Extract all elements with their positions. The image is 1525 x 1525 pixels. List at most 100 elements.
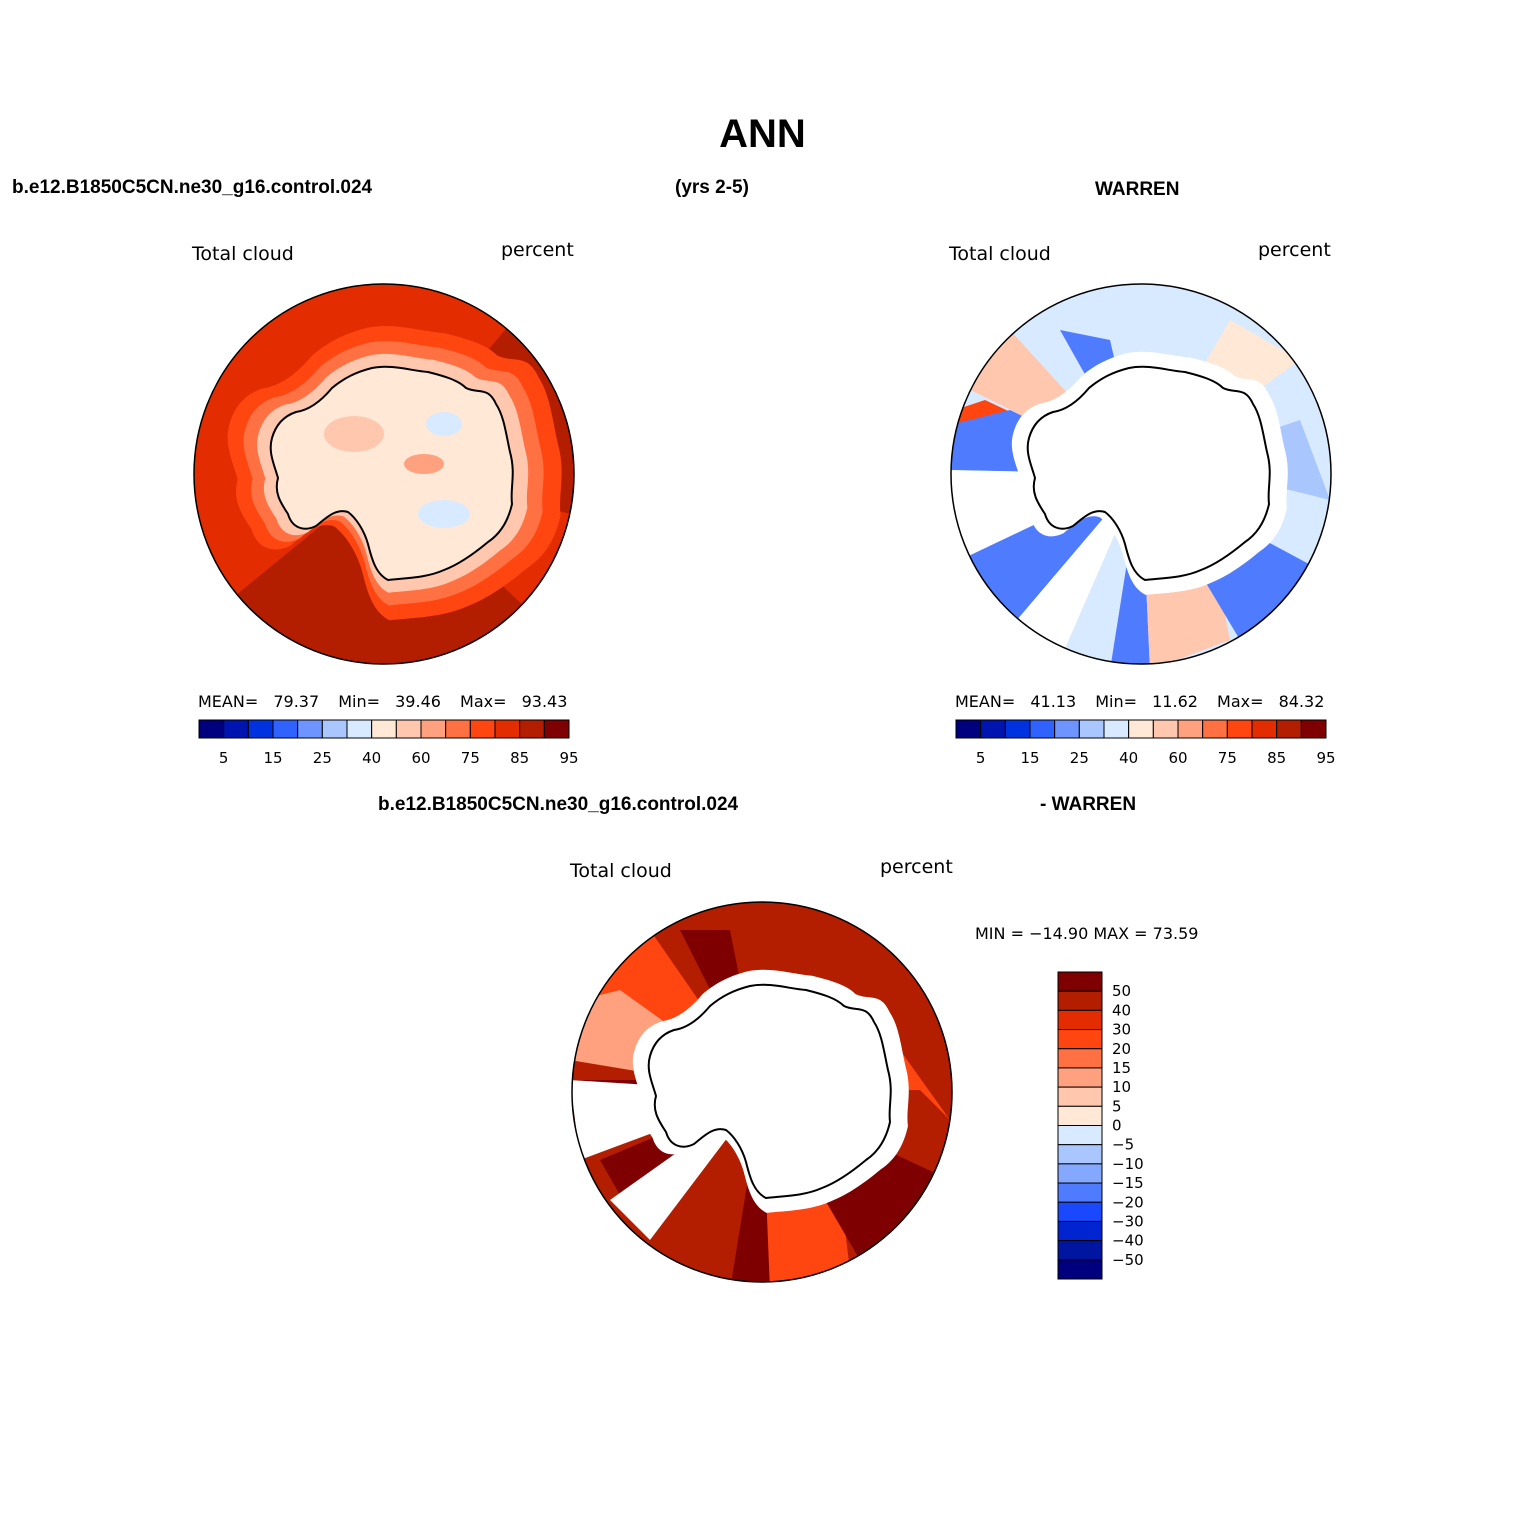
obs-stats: MEAN= 41.13 Min= 11.62 Max= 84.32 xyxy=(955,692,1324,711)
obs-max-value: 84.32 xyxy=(1278,692,1325,711)
diff-minmax: MIN = −14.90 MAX = 73.59 xyxy=(975,924,1199,943)
diff-colorbar-tick-label: −30 xyxy=(1112,1212,1144,1230)
model-colorbar-tick-label: 95 xyxy=(559,749,578,767)
model-colorbar-tick-label: 60 xyxy=(411,749,430,767)
obs-colorbar-box xyxy=(1078,719,1105,739)
diff-colorbar-tick-label: −10 xyxy=(1112,1155,1144,1173)
model-variable-label: Total cloud xyxy=(192,243,294,265)
diff-colorbar-tick-label: −20 xyxy=(1112,1193,1144,1211)
obs-mean-value: 41.13 xyxy=(1030,692,1077,711)
diff-colorbar-box xyxy=(1057,1105,1103,1126)
obs-colorbar-box xyxy=(1276,719,1302,739)
model-colorbar-box xyxy=(469,719,496,739)
obs-colorbar-box xyxy=(1029,719,1056,739)
model-max-label: Max= xyxy=(460,692,507,711)
model-min-label: Min= xyxy=(338,692,381,711)
diff-units-label: percent xyxy=(880,856,953,878)
model-colorbar-tick-label: 25 xyxy=(313,749,332,767)
years-header: (yrs 2-5) xyxy=(675,177,749,198)
model-stats: MEAN= 79.37 Min= 39.46 Max= 93.43 xyxy=(198,692,567,711)
diff-colorbar-tick-label: 0 xyxy=(1112,1117,1122,1135)
diff-colorbar-box xyxy=(1057,1048,1103,1069)
model-mean-label: MEAN= xyxy=(198,692,259,711)
obs-colorbar: 5 15 25 40 60 75 85 95 xyxy=(955,719,1336,767)
diff-colorbar-tick-label: 5 xyxy=(1112,1097,1122,1115)
model-min-value: 39.46 xyxy=(395,692,441,711)
model-colorbar-box xyxy=(272,719,299,739)
diff-colorbar-tick-label: 40 xyxy=(1112,1001,1131,1019)
model-colorbar-box xyxy=(420,719,447,739)
obs-colorbar-box xyxy=(1103,719,1130,739)
model-colorbar-box xyxy=(395,719,422,739)
diff-variable-label: Total cloud xyxy=(570,860,672,882)
obs-colorbar-box xyxy=(1177,719,1204,739)
model-colorbar: 5 15 25 40 60 75 85 95 xyxy=(198,719,579,767)
obs-map xyxy=(951,284,1331,664)
obs-colorbar-box xyxy=(1300,719,1327,739)
model-colorbar-tick-label: 85 xyxy=(510,749,529,767)
diff-colorbar-tick-label: −50 xyxy=(1112,1251,1144,1269)
obs-colorbar-box xyxy=(1054,719,1080,739)
diff-colorbar-tick-label: −40 xyxy=(1112,1232,1144,1250)
diff-colorbar-box xyxy=(1057,1240,1103,1261)
diff-case-header: b.e12.B1850C5CN.ne30_g16.control.024 xyxy=(378,794,739,815)
diff-colorbar-tick-label: 20 xyxy=(1112,1040,1131,1058)
obs-variable-label: Total cloud xyxy=(949,243,1051,265)
diff-colorbar-box xyxy=(1057,1220,1103,1242)
obs-colorbar-tick-label: 25 xyxy=(1070,749,1089,767)
model-colorbar-tick-label: 40 xyxy=(362,749,381,767)
obs-colorbar-box xyxy=(955,719,982,739)
diff-colorbar-box xyxy=(1057,1163,1103,1184)
obs-colorbar-box xyxy=(1152,719,1179,739)
model-colorbar-box xyxy=(297,719,323,739)
obs-colorbar-tick-label: 60 xyxy=(1168,749,1187,767)
diff-colorbar-box xyxy=(1057,1029,1103,1050)
obs-colorbar-tick-label: 85 xyxy=(1267,749,1286,767)
model-colorbar-box xyxy=(543,719,570,739)
diff-colorbar-tick-label: −15 xyxy=(1112,1174,1144,1192)
model-colorbar-box xyxy=(371,719,397,739)
diff-colorbar-box xyxy=(1057,1259,1103,1280)
diff-colorbar-tick-label: 30 xyxy=(1112,1021,1131,1039)
obs-colorbar-box xyxy=(1202,719,1228,739)
diff-colorbar-box xyxy=(1057,1067,1103,1088)
diff-obs-header: - WARREN xyxy=(1040,794,1137,815)
obs-colorbar-tick-label: 5 xyxy=(976,749,986,767)
diff-colorbar-box xyxy=(1057,1182,1103,1203)
model-colorbar-box xyxy=(198,719,225,739)
figure-title: ANN xyxy=(719,112,806,156)
model-colorbar-box xyxy=(445,719,471,739)
model-colorbar-box xyxy=(223,719,249,739)
obs-colorbar-box xyxy=(1128,719,1154,739)
model-colorbar-box xyxy=(321,719,348,739)
obs-colorbar-box xyxy=(1226,719,1253,739)
diff-map xyxy=(572,902,952,1282)
obs-name-header: WARREN xyxy=(1095,179,1180,200)
obs-units-label: percent xyxy=(1258,239,1331,261)
diff-colorbar-box xyxy=(1057,1009,1103,1031)
model-colorbar-tick-label: 15 xyxy=(263,749,282,767)
diff-colorbar-tick-label: 10 xyxy=(1112,1078,1131,1096)
diff-colorbar-tick-label: −5 xyxy=(1112,1136,1134,1154)
diff-colorbar-box xyxy=(1057,1086,1103,1107)
model-colorbar-box xyxy=(346,719,373,739)
model-colorbar-tick-label: 75 xyxy=(461,749,480,767)
obs-min-label: Min= xyxy=(1095,692,1138,711)
obs-colorbar-tick-label: 15 xyxy=(1020,749,1039,767)
diff-colorbar-box xyxy=(1057,990,1103,1011)
obs-colorbar-tick-label: 40 xyxy=(1119,749,1138,767)
model-colorbar-tick-label: 5 xyxy=(219,749,229,767)
obs-max-label: Max= xyxy=(1217,692,1264,711)
diff-colorbar-box xyxy=(1057,1144,1103,1165)
model-map xyxy=(194,284,574,664)
diff-colorbar-box xyxy=(1057,1201,1103,1222)
diff-colorbar-box xyxy=(1057,971,1103,992)
model-max-value: 93.43 xyxy=(521,692,568,711)
model-colorbar-box xyxy=(519,719,545,739)
obs-colorbar-box xyxy=(1251,719,1278,739)
obs-min-value: 11.62 xyxy=(1152,692,1198,711)
obs-colorbar-box xyxy=(980,719,1006,739)
model-colorbar-box xyxy=(494,719,521,739)
